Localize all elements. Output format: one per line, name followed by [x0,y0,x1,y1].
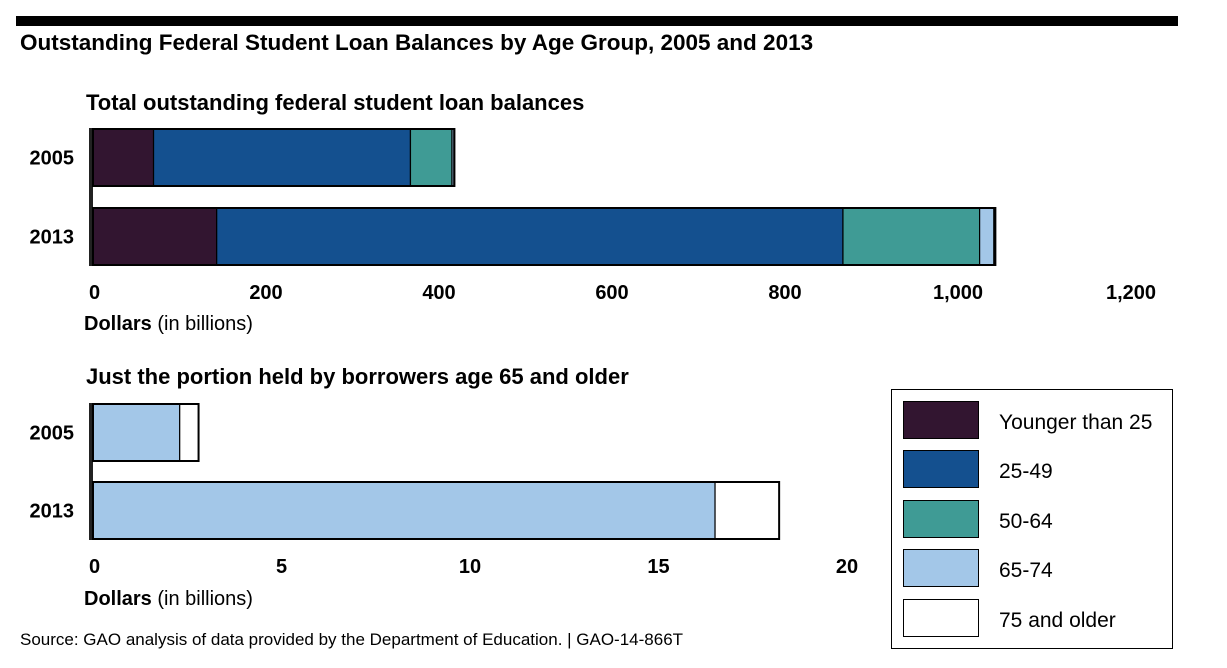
x-tick-label-1-3: 600 [595,282,628,304]
category-label-1-2005: 2005 [30,148,75,170]
chart-65-and-older: 2005 2013 0 5 10 15 20 Dollars (in billions) [30,403,858,610]
legend-swatch [903,549,979,588]
legend-swatch [903,598,979,637]
bar-1-2005-25-49 [152,128,412,187]
legend-label: Younger than 25 [999,411,1153,434]
legend-item-25-49: 25-49 [903,450,1165,490]
bar-outline-1-2005 [92,128,456,187]
legend-item-50-64: 50-64 [903,499,1165,540]
legend-swatch [903,450,979,489]
bar-1-2013-younger-than-25 [92,207,218,266]
category-label-2-2013: 2013 [30,501,75,523]
x-tick-label-2-2: 10 [459,556,481,578]
bar-1-2005-50-64 [409,128,453,187]
legend: Younger than 25 25-49 50-64 65-74 75 and old… [891,389,1173,649]
bar-outline-2-2005 [92,403,200,462]
bar-1-2013-25-49 [216,207,844,266]
x-tick-label-1-0: 0 [89,282,100,304]
bar-1-2013-50-64 [842,207,981,266]
chart-title: Outstanding Federal Student Loan Balance… [20,30,814,55]
legend-label: 50-64 [999,509,1053,533]
category-label-1-2013: 2013 [30,227,75,249]
top-rule [16,16,1178,26]
panel-2-title: Just the portion held by borrowers age 6… [86,364,629,389]
legend-label: 25-49 [999,460,1053,484]
bar-2-2013-65-74 [92,481,716,540]
x-tick-label-1-5: 1,000 [933,282,983,304]
x-tick-label-1-6: 1,200 [1106,282,1156,304]
x-tick-label-2-4: 20 [836,556,858,578]
bar-2-2005-65-74 [92,403,181,462]
x-tick-label-2-3: 15 [647,556,669,578]
legend-label: 65-74 [999,559,1053,583]
legend-item-75-and-older: 75 and older [903,598,1165,639]
x-tick-label-1-4: 800 [768,282,801,304]
x-axis-label-2: Dollars (in billions) [84,588,253,610]
x-axis-label-1: Dollars (in billions) [84,313,253,335]
x-tick-label-1-2: 400 [422,282,455,304]
legend-label: 75 and older [999,608,1116,632]
x-tick-label-1-1: 200 [249,282,282,304]
bar-2-2013-75-and-older [714,481,780,540]
x-tick-label-2-0: 0 [89,556,100,578]
y-axis-line-1 [89,128,93,266]
chart-total-balances: 2005 2013 0 200 400 600 800 1,000 1,200 Dollars (… [30,128,1156,335]
bar-1-2013-65-74 [979,207,995,266]
legend-item-65-74: 65-74 [903,549,1165,589]
panel-1-title: Total outstanding federal student loan b… [86,90,585,115]
legend-swatch [903,401,979,439]
y-axis-line-2 [89,403,93,540]
bar-outline-1-2013 [92,207,997,266]
legend-swatch [903,499,979,538]
legend-item-younger-than-25: Younger than 25 [903,401,1165,441]
bar-2-2005-75-and-older [179,403,200,462]
source-note: Source: GAO analysis of data provided by… [20,630,684,649]
x-tick-label-2-1: 5 [276,556,287,578]
bar-outline-2-2013 [92,481,781,540]
category-label-2-2005: 2005 [30,423,75,445]
